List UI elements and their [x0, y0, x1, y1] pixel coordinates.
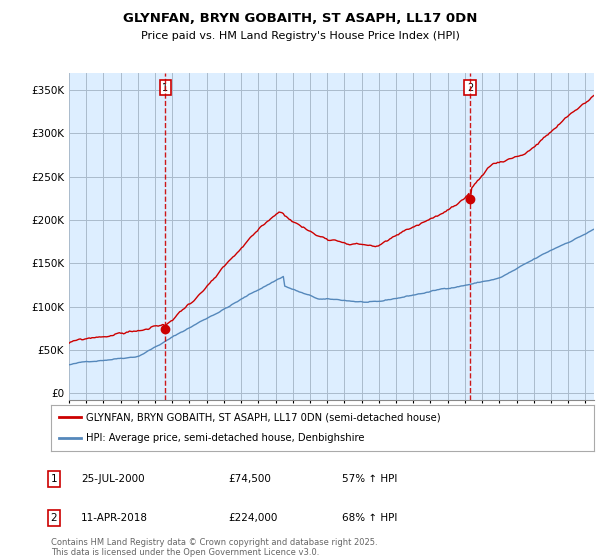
Text: 2: 2	[50, 513, 58, 523]
Text: 1: 1	[163, 82, 169, 92]
Text: GLYNFAN, BRYN GOBAITH, ST ASAPH, LL17 0DN (semi-detached house): GLYNFAN, BRYN GOBAITH, ST ASAPH, LL17 0D…	[86, 412, 441, 422]
Text: 2: 2	[467, 82, 473, 92]
Text: 68% ↑ HPI: 68% ↑ HPI	[342, 513, 397, 523]
Text: £74,500: £74,500	[228, 474, 271, 484]
Text: HPI: Average price, semi-detached house, Denbighshire: HPI: Average price, semi-detached house,…	[86, 433, 365, 444]
Text: 25-JUL-2000: 25-JUL-2000	[81, 474, 145, 484]
Text: 11-APR-2018: 11-APR-2018	[81, 513, 148, 523]
Text: Contains HM Land Registry data © Crown copyright and database right 2025.
This d: Contains HM Land Registry data © Crown c…	[51, 538, 377, 557]
Text: 1: 1	[50, 474, 58, 484]
Text: GLYNFAN, BRYN GOBAITH, ST ASAPH, LL17 0DN: GLYNFAN, BRYN GOBAITH, ST ASAPH, LL17 0D…	[123, 12, 477, 25]
Text: £224,000: £224,000	[228, 513, 277, 523]
Text: Price paid vs. HM Land Registry's House Price Index (HPI): Price paid vs. HM Land Registry's House …	[140, 31, 460, 41]
Text: 57% ↑ HPI: 57% ↑ HPI	[342, 474, 397, 484]
